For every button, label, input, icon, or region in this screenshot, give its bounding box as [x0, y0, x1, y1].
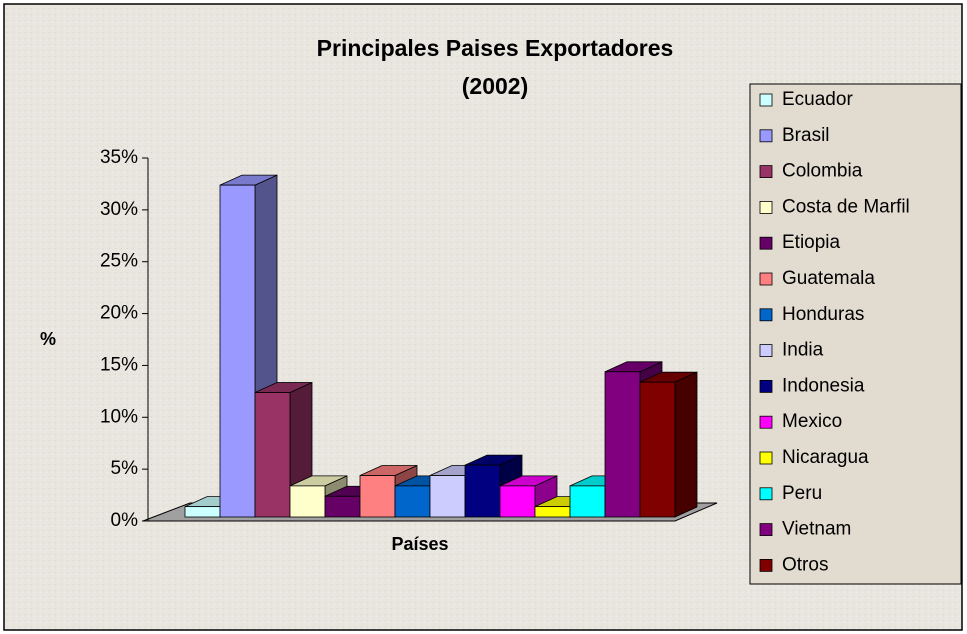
y-tick-label: 25%	[100, 251, 138, 272]
legend-label: Brasil	[782, 125, 830, 146]
legend-label: Mexico	[782, 411, 842, 432]
legend-swatch	[759, 165, 773, 179]
legend-label: Honduras	[782, 304, 864, 325]
bar-front	[429, 475, 466, 518]
legend-label: India	[782, 340, 824, 361]
legend-swatch	[759, 559, 773, 572]
legend-label: Peru	[782, 483, 822, 504]
y-axis-label: %	[40, 329, 56, 349]
legend-label: Otros	[782, 554, 828, 575]
legend-swatch	[759, 236, 773, 250]
y-tick-label: 30%	[100, 199, 138, 220]
bar-side	[674, 371, 698, 518]
legend-label: Nicaragua	[782, 447, 869, 468]
bar-front	[184, 506, 221, 518]
legend-swatch	[759, 129, 773, 143]
bar-front	[219, 184, 256, 518]
y-tick-label: 10%	[100, 406, 138, 427]
legend-label: Ecuador	[782, 89, 853, 110]
bar-front	[464, 464, 501, 518]
bar-front	[604, 371, 641, 518]
y-tick-label: 35%	[100, 147, 138, 168]
bar-front	[499, 485, 536, 518]
y-tick-label: 5%	[111, 458, 139, 479]
legend-swatch	[759, 451, 773, 465]
legend-label: Guatemala	[782, 268, 875, 289]
legend-swatch	[759, 344, 773, 358]
legend-label: Colombia	[782, 161, 863, 182]
legend-swatch	[759, 379, 773, 393]
chart-title: Principales Paises Exportadores	[317, 35, 674, 61]
legend-label: Indonesia	[782, 375, 865, 396]
bar-front	[534, 506, 571, 518]
bar	[639, 371, 698, 518]
legend-swatch	[759, 487, 773, 501]
legend-swatch	[759, 272, 773, 286]
bar-front	[324, 495, 361, 518]
x-axis-label: Países	[391, 534, 448, 554]
legend	[749, 83, 962, 585]
bar-front	[289, 485, 326, 518]
legend-swatch	[759, 93, 773, 107]
bar-front	[569, 485, 606, 518]
legend-swatch	[759, 308, 773, 322]
legend-label: Costa de Marfil	[782, 196, 910, 217]
bar-front	[394, 485, 431, 518]
bar-front	[254, 392, 291, 518]
y-tick-label: 0%	[111, 510, 139, 531]
legend-label: Etiopia	[782, 232, 841, 253]
legend-swatch	[759, 523, 773, 536]
legend-label: Vietnam	[782, 519, 851, 540]
y-tick-label: 20%	[100, 303, 138, 324]
legend-swatch	[759, 200, 773, 214]
legend-swatch	[759, 415, 773, 429]
bar-front	[639, 381, 676, 518]
y-tick-label: 15%	[100, 354, 138, 375]
bar-front	[359, 475, 396, 518]
chart-subtitle: (2002)	[462, 73, 528, 99]
